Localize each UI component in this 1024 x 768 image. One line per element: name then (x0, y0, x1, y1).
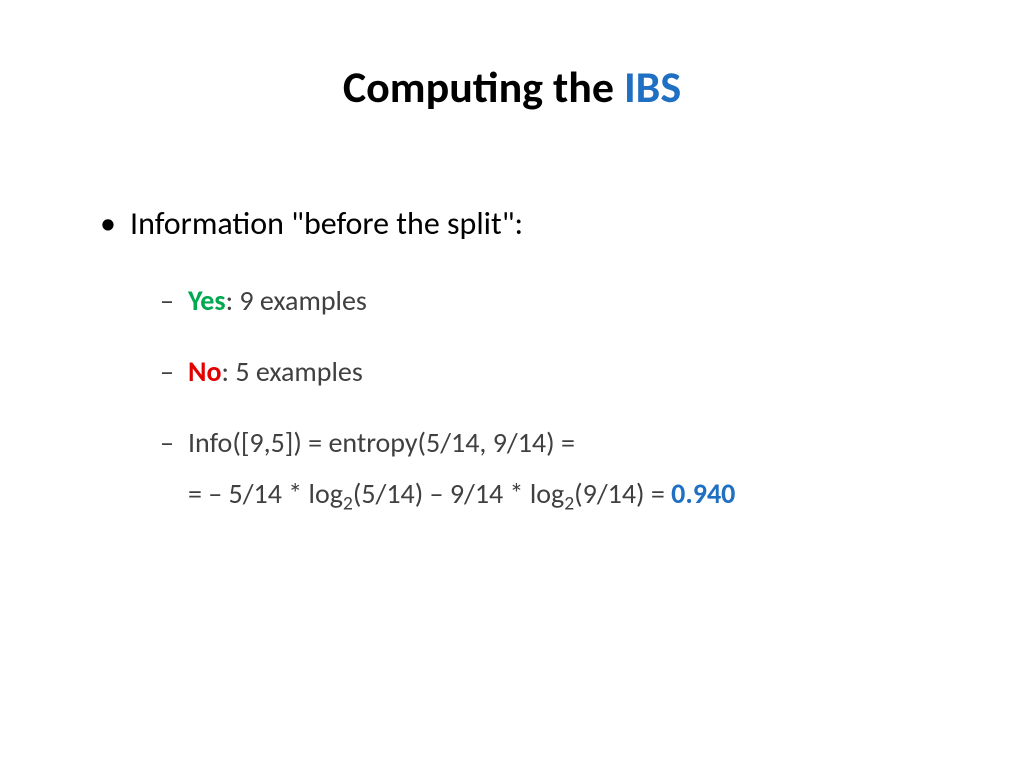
formula-sub1: 2 (343, 492, 353, 516)
bullet-no: No: 5 examples (160, 354, 954, 389)
slide-title: Computing the IBS (70, 60, 954, 114)
formula-line2: = – 5/14 * log2(5/14) – 9/14 * log2(9/14… (160, 476, 954, 516)
yes-label: Yes (188, 283, 226, 318)
formula-sub2: 2 (564, 492, 574, 516)
bullet-formula-line1: Info([9,5]) = entropy(5/14, 9/14) = (160, 425, 954, 460)
sublist: Yes: 9 examples No: 5 examples Info([9,5… (100, 283, 954, 516)
yes-text: : 9 examples (226, 283, 367, 318)
no-text: : 5 examples (222, 354, 363, 389)
slide-content: Information "before the split": Yes: 9 e… (70, 204, 954, 516)
bullet-main: Information "before the split": (100, 204, 954, 243)
formula-part-a: = – 5/14 * log (188, 476, 343, 511)
title-prefix: Computing the (343, 60, 624, 114)
formula-part-c: (9/14) = (574, 476, 671, 511)
formula-part-b: (5/14) – 9/14 * log (353, 476, 564, 511)
no-label: No (188, 354, 222, 389)
title-accent: IBS (624, 60, 681, 114)
bullet-yes: Yes: 9 examples (160, 283, 954, 318)
formula-result: 0.940 (671, 476, 735, 511)
